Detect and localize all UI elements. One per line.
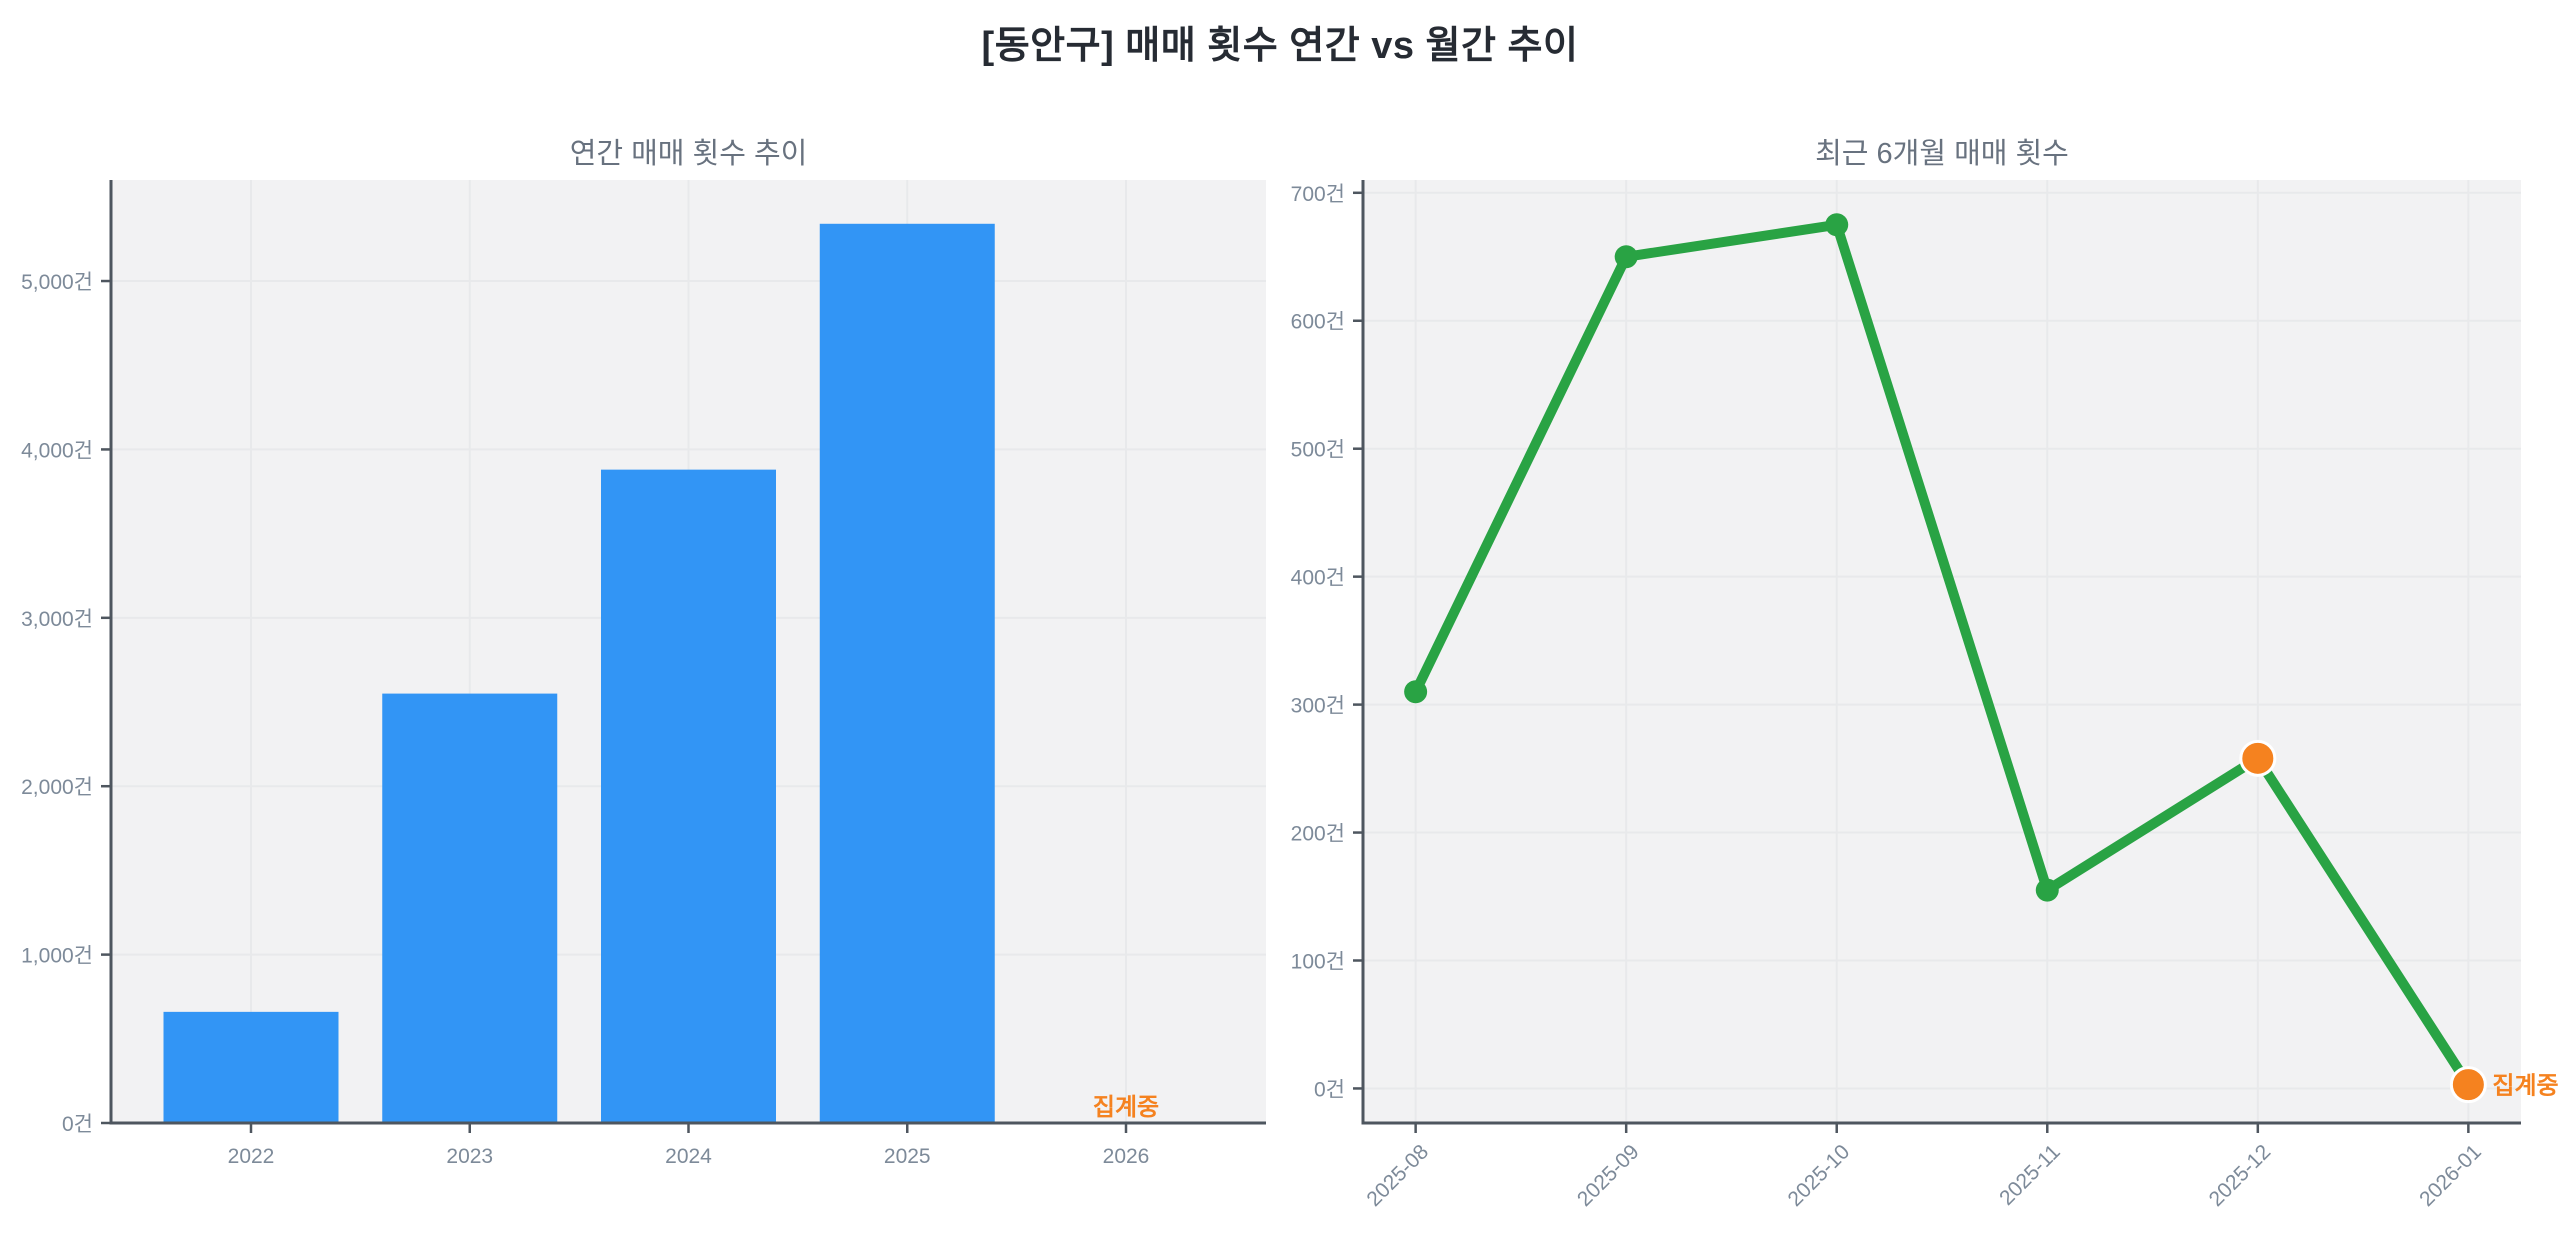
data-point-2026-01 [2449, 1066, 2487, 1104]
data-point-2025-12 [2239, 739, 2277, 777]
monthly-trend-line [1410, 219, 2474, 1090]
main-title: [동안구] 매매 횟수 연간 vs 월간 추이 [981, 25, 1579, 67]
collecting-status-label-annual: 집계중 [1093, 1094, 1159, 1121]
month-axis-label: 2025-08 [1362, 1140, 1433, 1211]
count-axis-label: 600건 [1291, 311, 1345, 334]
data-point-2025-10 [1825, 213, 1849, 237]
count-axis-label: 0건 [62, 1113, 93, 1136]
right-chart-title: 최근 6개월 매매 횟수 [1815, 138, 2069, 170]
collecting-status-label-monthly: 집계중 [2492, 1073, 2558, 1100]
year-axis-label: 2024 [665, 1145, 712, 1168]
month-axis-label: 2025-09 [1573, 1140, 1644, 1211]
bar-2025 [819, 223, 995, 1123]
count-axis-label: 300건 [1291, 695, 1345, 718]
month-axis-label: 2025-10 [1783, 1140, 1854, 1211]
count-axis-label: 3,000건 [21, 608, 93, 631]
count-axis-label: 700건 [1291, 183, 1345, 206]
data-point-2025-08 [1404, 680, 1428, 704]
year-axis-label: 2026 [1103, 1145, 1150, 1168]
count-axis-label: 1,000건 [21, 945, 93, 968]
month-axis-label: 2026-01 [2415, 1140, 2486, 1211]
data-point-2025-11 [2035, 878, 2059, 902]
count-axis-label: 200건 [1291, 823, 1345, 846]
year-axis-label: 2025 [884, 1145, 931, 1168]
monthly-chart-plot-background [1363, 180, 2521, 1123]
count-axis-label: 4,000건 [21, 439, 93, 462]
year-axis-label: 2023 [446, 1145, 493, 1168]
count-axis-label: 100건 [1291, 951, 1345, 974]
bar-2022 [163, 1011, 339, 1123]
count-axis-label: 500건 [1291, 439, 1345, 462]
year-axis-label: 2022 [228, 1145, 275, 1168]
count-axis-label: 0건 [1314, 1078, 1345, 1101]
month-axis-label: 2025-11 [1995, 1140, 2065, 1210]
left-chart-title: 연간 매매 횟수 추이 [569, 138, 808, 170]
count-axis-label: 2,000건 [21, 776, 93, 799]
count-axis-label: 5,000건 [21, 271, 93, 294]
count-axis-label: 400건 [1291, 567, 1345, 590]
bar-2023 [382, 693, 558, 1123]
month-axis-label: 2025-12 [2205, 1140, 2276, 1211]
bar-2024 [601, 469, 776, 1123]
data-point-2025-09 [1614, 245, 1638, 269]
